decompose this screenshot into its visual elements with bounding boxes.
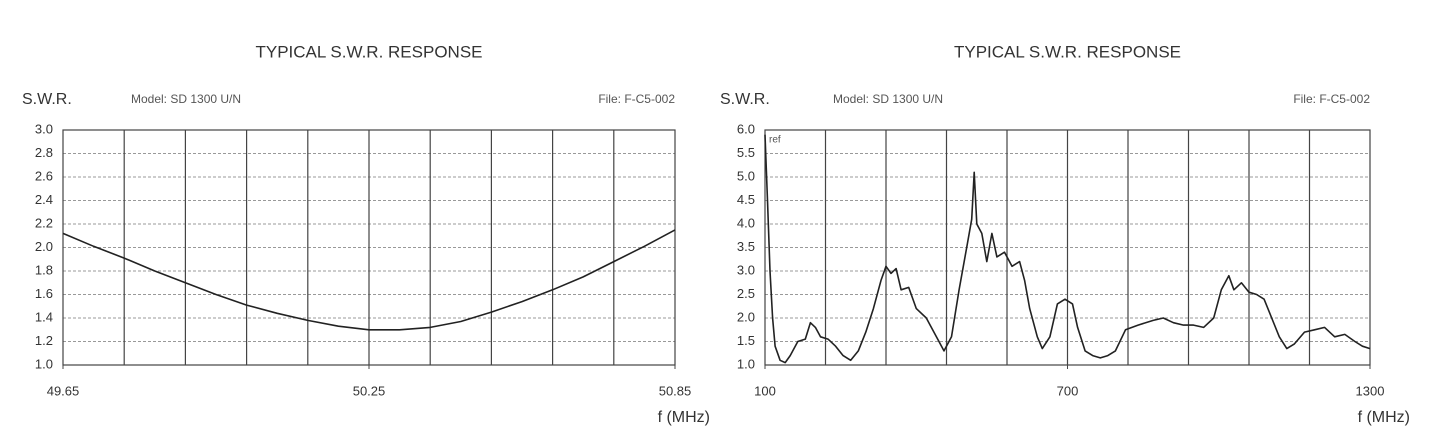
y-tick-label: 2.8 bbox=[35, 145, 53, 160]
swr-line bbox=[62, 229, 676, 331]
y-tick-label: 3.0 bbox=[35, 121, 53, 136]
y-tick-label: 1.5 bbox=[737, 333, 755, 348]
y-tick-label: 4.5 bbox=[737, 192, 755, 207]
y-tick-label: 2.6 bbox=[35, 168, 53, 183]
file-label: File: F-C5-002 bbox=[598, 92, 675, 106]
swr-line bbox=[764, 134, 1371, 364]
plot-frame bbox=[62, 129, 676, 366]
x-axis-label: f (MHz) bbox=[658, 409, 710, 426]
y-tick-label: 1.6 bbox=[35, 286, 53, 301]
x-tick-label: 50.85 bbox=[659, 383, 692, 398]
file-label: File: F-C5-002 bbox=[1293, 92, 1370, 106]
x-tick-label: 700 bbox=[1057, 383, 1079, 398]
x-tick-label: 1300 bbox=[1356, 383, 1385, 398]
y-tick-label: 3.5 bbox=[737, 239, 755, 254]
y-tick-label: 6.0 bbox=[737, 121, 755, 136]
x-tick-label: 49.65 bbox=[47, 383, 80, 398]
y-tick-label: 1.2 bbox=[35, 333, 53, 348]
chart-title: TYPICAL S.W.R. RESPONSE bbox=[954, 42, 1181, 61]
y-tick-label: 1.0 bbox=[737, 356, 755, 371]
y-tick-label: 5.5 bbox=[737, 145, 755, 160]
x-tick-label: 50.25 bbox=[353, 383, 386, 398]
y-tick-label: 4.0 bbox=[737, 215, 755, 230]
x-axis-label: f (MHz) bbox=[1358, 409, 1410, 426]
y-tick-label: 1.0 bbox=[35, 356, 53, 371]
y-tick-label: 2.0 bbox=[35, 239, 53, 254]
y-tick-label: 1.4 bbox=[35, 309, 53, 324]
y-tick-label: 2.4 bbox=[35, 192, 53, 207]
y-tick-label: 5.0 bbox=[737, 168, 755, 183]
model-label: Model: SD 1300 U/N bbox=[833, 92, 943, 106]
plot-frame bbox=[764, 129, 1371, 366]
y-axis-label: S.W.R. bbox=[720, 91, 770, 108]
y-tick-label: 2.0 bbox=[737, 309, 755, 324]
y-axis-label: S.W.R. bbox=[22, 91, 72, 108]
annotation: ref bbox=[769, 135, 781, 146]
chart-title: TYPICAL S.W.R. RESPONSE bbox=[255, 42, 482, 61]
y-tick-label: 2.5 bbox=[737, 286, 755, 301]
y-tick-label: 1.8 bbox=[35, 262, 53, 277]
model-label: Model: SD 1300 U/N bbox=[131, 92, 241, 106]
y-tick-label: 2.2 bbox=[35, 215, 53, 230]
y-tick-label: 3.0 bbox=[737, 262, 755, 277]
x-tick-label: 100 bbox=[754, 383, 776, 398]
